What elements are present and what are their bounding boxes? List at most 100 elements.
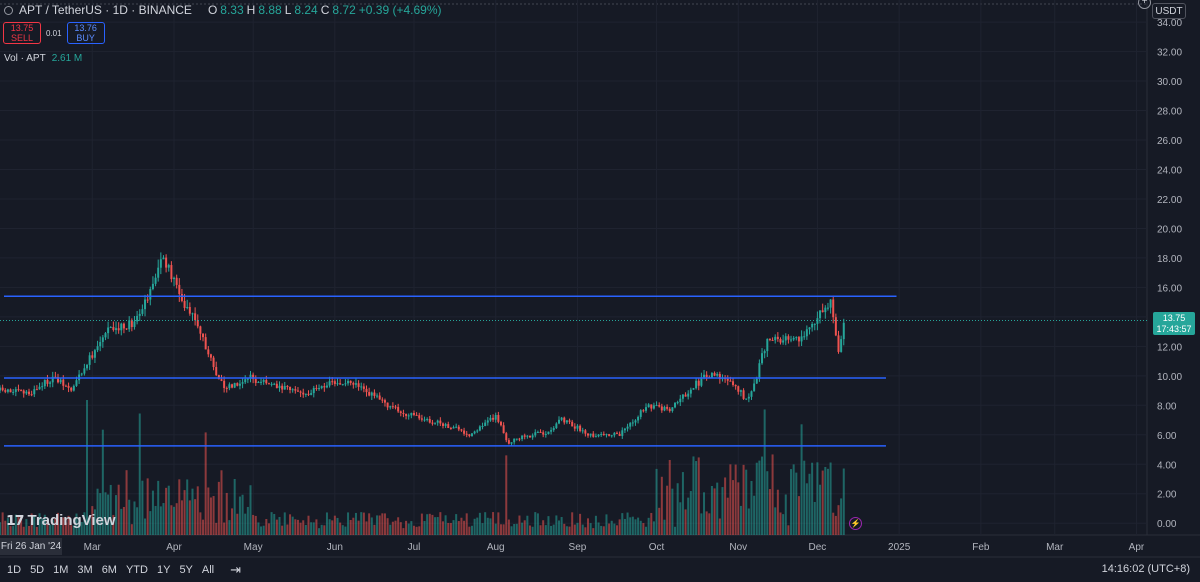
candle-body xyxy=(834,317,837,336)
volume-bar xyxy=(557,520,560,535)
candle-body xyxy=(344,383,347,385)
price-tick-label: 28.00 xyxy=(1157,107,1182,118)
volume-bar xyxy=(587,518,590,535)
volume-bar xyxy=(518,515,521,535)
volume-bar xyxy=(576,522,579,535)
volume-bar xyxy=(513,523,516,535)
buy-button[interactable]: 13.76 BUY xyxy=(66,22,105,44)
candle-body xyxy=(510,442,513,444)
volume-bar xyxy=(72,525,75,535)
candle-body xyxy=(241,382,244,384)
volume-bar xyxy=(228,520,231,535)
candle-body xyxy=(418,415,421,419)
candle-body xyxy=(410,413,413,416)
volume-bar xyxy=(552,524,555,535)
candle-body xyxy=(315,387,318,389)
range-5y[interactable]: 5Y xyxy=(179,564,193,576)
volume-bar xyxy=(600,525,603,535)
volume-bar xyxy=(43,514,46,535)
range-all[interactable]: All xyxy=(201,564,215,576)
sell-button[interactable]: 13.75 SELL xyxy=(3,22,41,44)
price-tick-label: 24.00 xyxy=(1157,165,1182,176)
candle-body xyxy=(331,381,334,383)
volume-bar xyxy=(0,522,1,535)
candle-body xyxy=(557,419,560,424)
calendar-range-icon[interactable]: ⇥ xyxy=(230,562,242,577)
volume-bar xyxy=(771,454,774,535)
candle-body xyxy=(436,420,439,423)
price-axis[interactable]: 0.002.004.006.008.0010.0012.0014.0016.00… xyxy=(1157,18,1182,530)
volume-bar xyxy=(101,429,104,535)
volume-bar xyxy=(30,513,33,535)
volume-bar xyxy=(521,522,524,535)
volume-bar xyxy=(323,525,326,535)
range-ytd[interactable]: YTD xyxy=(125,564,148,576)
candle-body xyxy=(626,426,629,429)
candle-body xyxy=(141,309,144,314)
volume-bar xyxy=(695,461,698,535)
candle-body xyxy=(484,422,487,426)
symbol-title[interactable]: APT / TetherUS · 1D · BINANCE xyxy=(19,3,192,17)
volume-bar xyxy=(819,484,822,535)
volume-bar xyxy=(505,455,508,535)
lightning-icon[interactable]: ⚡ xyxy=(849,517,862,530)
candle-body xyxy=(88,355,91,365)
time-tick-label: Dec xyxy=(809,542,827,553)
volume-bar xyxy=(241,494,244,535)
time-tick-label: Jun xyxy=(327,542,343,553)
volume-bar xyxy=(407,523,410,535)
volume-bar xyxy=(373,524,376,535)
volume-bar xyxy=(146,478,149,535)
volume-bar xyxy=(381,513,384,535)
candle-body xyxy=(431,422,434,424)
candle-body xyxy=(109,327,112,329)
candle-body xyxy=(631,422,634,424)
candle-body xyxy=(43,379,46,387)
bottom-toolbar: 1D 5D 1M 3M 6M YTD 1Y 5Y All ⇥ 14:16:02 (UTC+8) xyxy=(0,558,1200,582)
candle-body xyxy=(745,398,748,400)
candle-body xyxy=(96,346,99,351)
clock[interactable]: 14:16:02 (UTC+8) xyxy=(1101,563,1190,575)
range-1d[interactable]: 1D xyxy=(7,564,22,576)
volume-bar xyxy=(281,525,284,535)
range-5d[interactable]: 5D xyxy=(30,564,45,576)
volume-bar xyxy=(745,469,748,535)
horizontal-lines[interactable] xyxy=(4,295,897,447)
candle-body xyxy=(146,299,149,301)
candle-body xyxy=(499,421,502,426)
volume-bar xyxy=(800,424,803,535)
volume-bar xyxy=(784,494,787,535)
candle-body xyxy=(228,384,231,389)
tradingview-logo[interactable]: 𝟭𝟳 TradingView xyxy=(6,512,116,529)
price-tick-label: 32.00 xyxy=(1157,48,1182,59)
currency-button[interactable]: USDT xyxy=(1152,3,1186,19)
candle-body xyxy=(674,402,677,408)
candle-body xyxy=(0,387,1,391)
candle-body xyxy=(581,430,584,432)
range-1m[interactable]: 1M xyxy=(53,564,69,576)
range-6m[interactable]: 6M xyxy=(101,564,117,576)
candle-body xyxy=(742,390,745,399)
volume-bar xyxy=(510,526,513,535)
candle-body xyxy=(120,323,123,331)
range-3m[interactable]: 3M xyxy=(77,564,93,576)
candle-body xyxy=(594,436,597,438)
volume-bar xyxy=(642,523,645,535)
time-axis[interactable]: Mar Apr May Jun Jul Aug Sep Oct Nov Dec 2025 Feb Mar… xyxy=(84,542,1145,553)
volume-bar xyxy=(217,481,220,535)
volume-bar xyxy=(75,513,78,535)
candle-body xyxy=(571,421,574,427)
volume-bar xyxy=(257,522,260,535)
volume-bar xyxy=(283,512,286,535)
volume-legend[interactable]: Vol · APT 2.61 M xyxy=(4,53,82,64)
volume-bar xyxy=(112,514,115,535)
candle-body xyxy=(415,414,418,416)
last-price-value: 13.75 xyxy=(1162,313,1186,323)
candle-body xyxy=(391,406,394,408)
candle-body xyxy=(231,384,234,388)
range-1y[interactable]: 1Y xyxy=(156,564,171,576)
volume-bar xyxy=(180,500,183,535)
volume-bar xyxy=(223,522,226,535)
plus-icon[interactable]: + xyxy=(1138,0,1151,9)
